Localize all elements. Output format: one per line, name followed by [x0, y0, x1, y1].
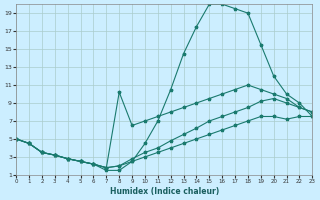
X-axis label: Humidex (Indice chaleur): Humidex (Indice chaleur) — [110, 187, 219, 196]
